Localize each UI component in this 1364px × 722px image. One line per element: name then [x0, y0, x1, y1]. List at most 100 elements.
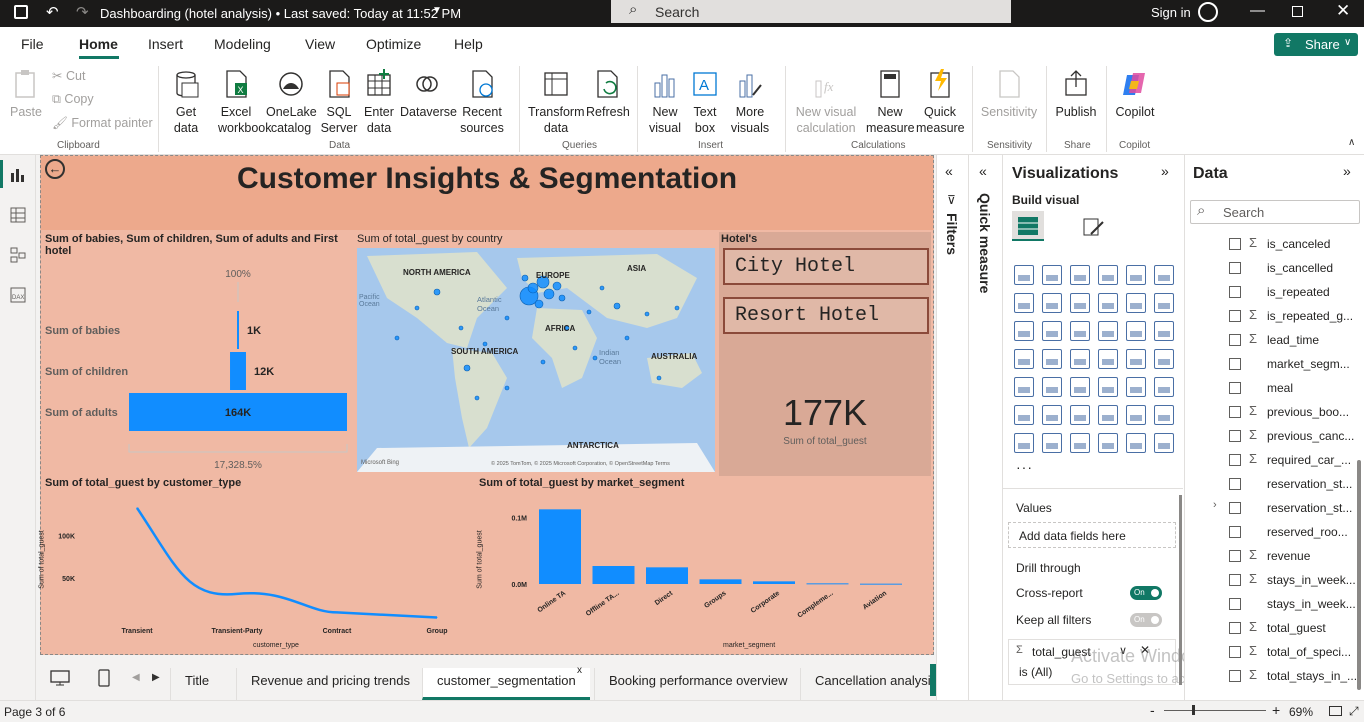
field-checkbox[interactable] [1229, 478, 1241, 490]
new-measure-button[interactable]: New measure [866, 68, 915, 136]
expand-icon[interactable]: ⤢ [1349, 704, 1359, 718]
share-button[interactable]: ⇪ Share ∨ [1274, 33, 1358, 56]
field-name[interactable]: is_canceled [1267, 237, 1331, 251]
key-influencers-icon[interactable] [1042, 405, 1062, 425]
dataverse-button[interactable]: Dataverse [400, 68, 457, 120]
line-clustered-icon[interactable] [1042, 321, 1062, 341]
line-icon[interactable] [1014, 293, 1034, 313]
zoom-thumb[interactable] [1192, 705, 1195, 715]
onelake-catalog-button[interactable]: OneLake catalog [266, 68, 317, 136]
add-fields-well[interactable]: Add data fields here [1008, 522, 1176, 548]
menu-modeling[interactable]: Modeling [214, 36, 271, 52]
chevrons-icon[interactable] [1154, 433, 1174, 453]
field-checkbox[interactable] [1229, 574, 1241, 586]
slicer-icon[interactable] [1070, 377, 1090, 397]
collapse-right-icon[interactable]: » [1161, 163, 1169, 179]
matrix-icon[interactable] [1126, 377, 1146, 397]
field-name[interactable]: lead_time [1267, 333, 1320, 347]
map-icon[interactable] [1042, 349, 1062, 369]
close-tab-icon[interactable]: x [577, 665, 582, 676]
text-box-button[interactable]: A Text box [688, 68, 722, 136]
field-name[interactable]: previous_boo... [1267, 405, 1350, 419]
keep-filters-toggle[interactable]: On [1130, 613, 1162, 627]
kpi-icon[interactable] [1042, 377, 1062, 397]
ribbon-icon[interactable] [1098, 293, 1118, 313]
tab-booking-performance[interactable]: Booking performance overview [594, 668, 801, 700]
menu-file[interactable]: File [21, 36, 44, 52]
line-column-icon[interactable] [1014, 321, 1034, 341]
tab-title[interactable]: Title [170, 668, 223, 700]
close-icon[interactable]: ✕ [1336, 1, 1351, 20]
fit-page-icon[interactable] [1329, 706, 1342, 716]
field-name[interactable]: stays_in_week... [1267, 597, 1356, 611]
field-name[interactable]: is_repeated_g... [1267, 309, 1354, 323]
more-visuals-button[interactable]: More visuals [726, 68, 774, 136]
copilot-button[interactable]: Copilot [1114, 68, 1156, 120]
hotel-slicer[interactable]: Hotel's City Hotel Resort Hotel 177K Sum… [719, 232, 931, 476]
expand-chevron-icon[interactable]: › [1213, 499, 1217, 511]
redo-icon[interactable]: ↷ [76, 4, 89, 21]
field-name[interactable]: is_repeated [1267, 285, 1330, 299]
qa-icon[interactable] [1098, 405, 1118, 425]
gauge-icon[interactable] [1126, 349, 1146, 369]
new-visual-button[interactable]: New visual [646, 68, 684, 136]
sparkles-icon[interactable] [1098, 433, 1118, 453]
report-view-icon[interactable] [10, 167, 26, 183]
pie-icon[interactable] [1126, 321, 1146, 341]
prev-page-icon[interactable]: ◀ [132, 672, 140, 683]
field-name[interactable]: reserved_roo... [1267, 525, 1348, 539]
excel-workbook-button[interactable]: X Excel workbook [218, 68, 272, 136]
menu-home[interactable]: Home [79, 36, 118, 52]
field-name[interactable]: required_car_... [1267, 453, 1352, 467]
field-checkbox[interactable] [1229, 334, 1241, 346]
donut-icon[interactable] [1154, 321, 1174, 341]
format-visual-icon[interactable] [1081, 216, 1107, 238]
clustered-bar-icon[interactable] [1070, 265, 1090, 285]
field-checkbox[interactable] [1229, 622, 1241, 634]
diamond-icon[interactable] [1126, 433, 1146, 453]
field-name[interactable]: reservation_st... [1267, 501, 1353, 515]
filters-pane-collapsed[interactable]: « ⊽ Filters [936, 155, 968, 700]
field-checkbox[interactable] [1229, 238, 1241, 250]
tab-cancellation[interactable]: Cancellation analysis [800, 668, 951, 700]
field-checkbox[interactable] [1229, 502, 1241, 514]
enter-data-button[interactable]: Enter data [362, 68, 396, 136]
field-name[interactable]: total_guest [1267, 621, 1326, 635]
table-icon[interactable] [1098, 377, 1118, 397]
menu-help[interactable]: Help [454, 36, 483, 52]
search-box[interactable]: ⌕ Search [611, 0, 1011, 23]
sign-in-link[interactable]: Sign in [1151, 5, 1191, 20]
field-checkbox[interactable] [1229, 550, 1241, 562]
stacked-area-icon[interactable] [1070, 293, 1090, 313]
cut-button[interactable]: ✂ Cut [52, 69, 86, 83]
sensitivity-button[interactable]: Sensitivity [980, 68, 1038, 120]
expand-left-icon[interactable]: « [945, 163, 953, 179]
field-checkbox[interactable] [1229, 406, 1241, 418]
field-checkbox[interactable] [1229, 382, 1241, 394]
field-checkbox[interactable] [1229, 430, 1241, 442]
zoom-out-icon[interactable]: - [1150, 702, 1155, 718]
get-data-button[interactable]: Get data [166, 68, 206, 136]
area-icon[interactable] [1042, 293, 1062, 313]
filter-card[interactable]: Σ total_guest ∨ ✕ is (All) [1008, 639, 1176, 685]
waterfall-icon[interactable] [1126, 293, 1146, 313]
undo-icon[interactable]: ↶ [46, 4, 59, 21]
copy-button[interactable]: ⧉ Copy [52, 92, 94, 106]
decomposition-tree-icon[interactable] [1070, 405, 1090, 425]
100-bar-icon[interactable] [1126, 265, 1146, 285]
multi-row-card-icon[interactable] [1014, 377, 1034, 397]
field-name[interactable]: meal [1267, 381, 1294, 395]
quick-measure-pane-collapsed[interactable]: « Quick measure [968, 155, 1002, 700]
ribbon-chart-icon[interactable] [1070, 321, 1090, 341]
field-checkbox[interactable] [1229, 670, 1241, 682]
data-search-box[interactable]: ⌕ Search [1190, 200, 1360, 224]
field-name[interactable]: total_of_speci... [1267, 645, 1352, 659]
save-icon[interactable] [14, 5, 28, 19]
chevron-down-icon[interactable]: ∨ [1119, 645, 1128, 657]
python-visual-icon[interactable] [1014, 405, 1034, 425]
zoom-in-icon[interactable]: + [1272, 702, 1281, 718]
table-view-icon[interactable] [10, 207, 26, 223]
mobile-layout-icon[interactable] [98, 669, 110, 687]
minimize-icon[interactable]: — [1250, 2, 1265, 19]
account-icon[interactable] [1198, 2, 1218, 22]
